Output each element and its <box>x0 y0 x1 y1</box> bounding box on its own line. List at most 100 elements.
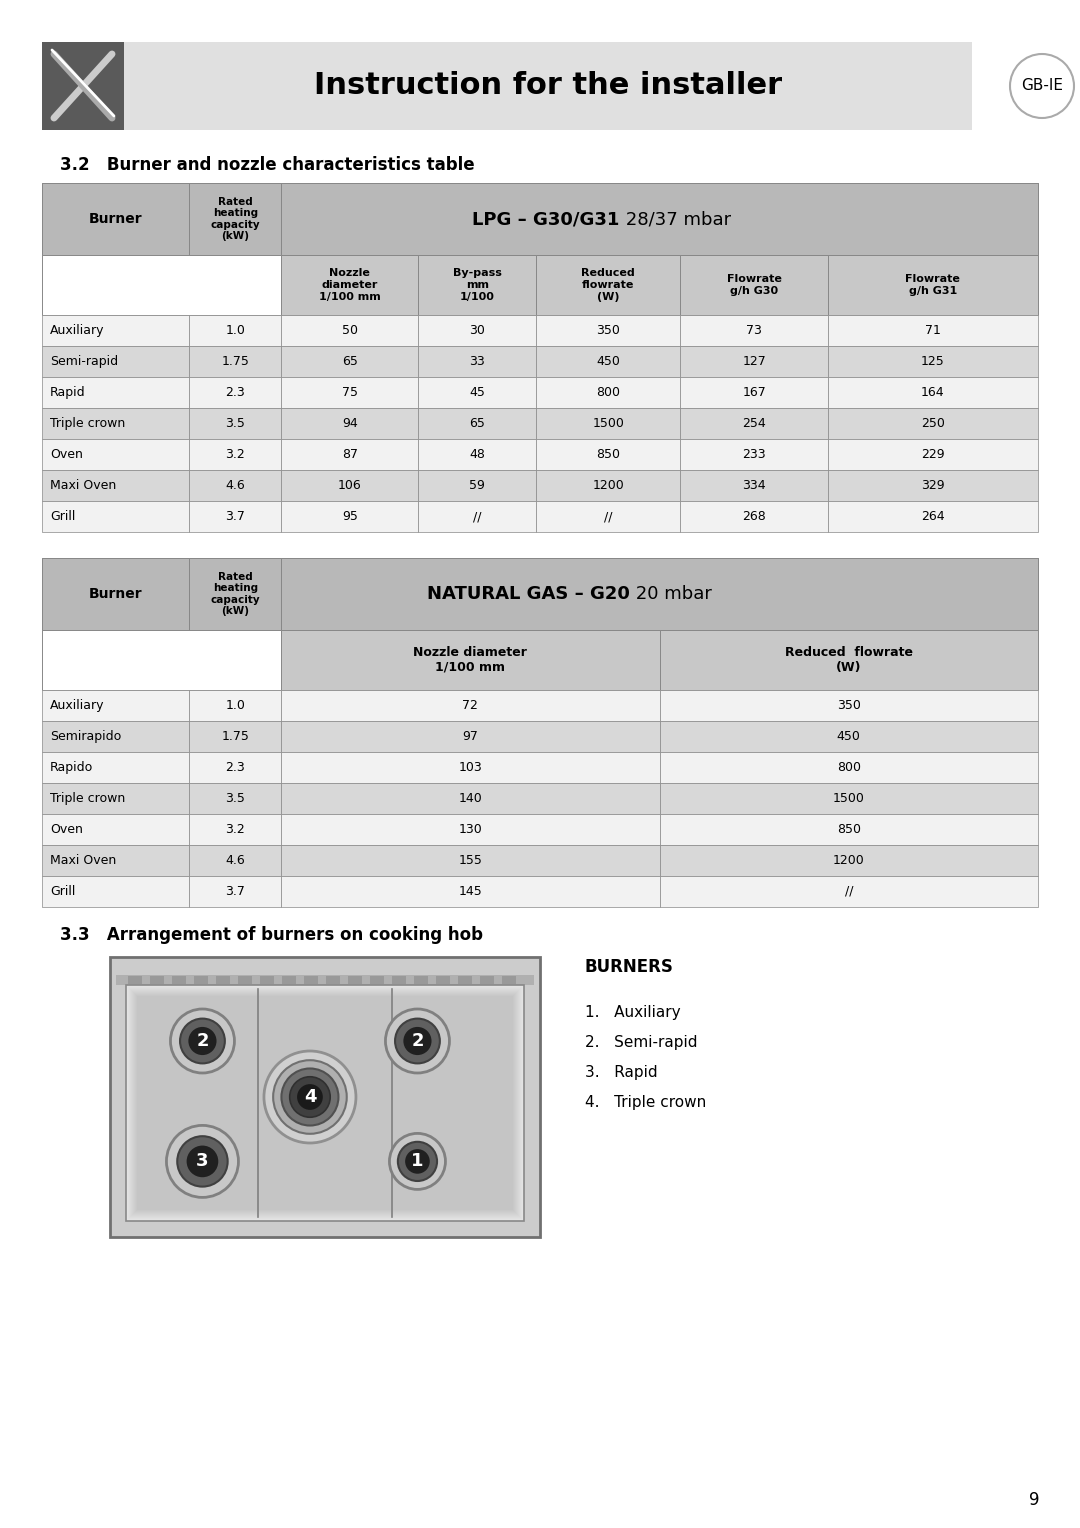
Text: Nozzle
diameter
1/100 mm: Nozzle diameter 1/100 mm <box>319 269 380 301</box>
Bar <box>536 377 680 408</box>
Bar <box>129 989 521 1218</box>
Text: Nozzle diameter
1/100 mm: Nozzle diameter 1/100 mm <box>414 646 527 674</box>
Text: LPG – G30/G31: LPG – G30/G31 <box>472 209 620 228</box>
Bar <box>189 876 281 908</box>
Text: Rated
heating
capacity
(kW): Rated heating capacity (kW) <box>211 571 260 616</box>
Bar <box>536 345 680 377</box>
Text: Triple crown: Triple crown <box>50 792 125 805</box>
Bar <box>116 975 534 986</box>
Text: 106: 106 <box>338 478 362 492</box>
Bar <box>134 993 516 1213</box>
Text: 50: 50 <box>341 324 357 338</box>
Bar <box>136 995 514 1212</box>
Bar <box>536 501 680 532</box>
Text: 3.7: 3.7 <box>226 885 245 898</box>
Text: 450: 450 <box>837 730 861 743</box>
Bar <box>281 691 660 721</box>
Bar <box>680 471 828 501</box>
Text: 95: 95 <box>342 510 357 523</box>
Bar <box>680 377 828 408</box>
Circle shape <box>177 1137 228 1187</box>
Bar <box>281 471 418 501</box>
Text: 103: 103 <box>458 761 482 775</box>
Bar <box>150 976 164 984</box>
Text: 1.   Auxiliary: 1. Auxiliary <box>585 1005 680 1021</box>
Bar <box>660 814 1038 845</box>
Text: 155: 155 <box>458 854 482 866</box>
Bar <box>281 315 418 345</box>
Bar <box>660 782 1038 814</box>
Circle shape <box>405 1149 430 1174</box>
Text: 145: 145 <box>458 885 482 898</box>
Bar <box>42 814 189 845</box>
Text: 87: 87 <box>341 448 357 461</box>
Bar <box>392 976 406 984</box>
Text: By-pass
mm
1/100: By-pass mm 1/100 <box>453 269 502 301</box>
Circle shape <box>289 1077 330 1117</box>
Bar <box>129 987 522 1219</box>
Bar <box>281 558 1038 630</box>
Text: 94: 94 <box>342 417 357 429</box>
Bar <box>189 183 281 255</box>
Bar <box>281 408 418 439</box>
Text: Oven: Oven <box>50 824 83 836</box>
Bar <box>480 976 494 984</box>
Bar <box>42 752 189 782</box>
Text: Burner: Burner <box>89 587 143 601</box>
Bar <box>828 377 1038 408</box>
Text: 3.3   Arrangement of burners on cooking hob: 3.3 Arrangement of burners on cooking ho… <box>60 926 483 944</box>
Text: 1.0: 1.0 <box>226 324 245 338</box>
Text: 75: 75 <box>341 387 357 399</box>
Text: 229: 229 <box>921 448 945 461</box>
Text: 1500: 1500 <box>592 417 624 429</box>
Circle shape <box>180 1019 225 1063</box>
Bar <box>189 782 281 814</box>
Text: 140: 140 <box>458 792 482 805</box>
Bar <box>660 845 1038 876</box>
Bar <box>110 957 540 1238</box>
Bar <box>680 255 828 315</box>
Bar <box>458 976 472 984</box>
Circle shape <box>187 1146 218 1177</box>
Text: Maxi Oven: Maxi Oven <box>50 478 117 492</box>
Bar <box>216 976 230 984</box>
Text: 1: 1 <box>411 1152 423 1170</box>
Text: 1500: 1500 <box>833 792 865 805</box>
Text: Auxiliary: Auxiliary <box>50 698 105 712</box>
Circle shape <box>397 1141 437 1181</box>
Bar <box>42 255 281 315</box>
Bar <box>348 976 362 984</box>
Bar <box>281 876 660 908</box>
Bar <box>281 721 660 752</box>
Circle shape <box>166 1126 239 1198</box>
Bar <box>680 345 828 377</box>
Bar <box>42 558 1038 630</box>
Text: //: // <box>604 510 612 523</box>
Circle shape <box>282 1068 338 1126</box>
Text: Rated
heating
capacity
(kW): Rated heating capacity (kW) <box>211 197 260 241</box>
Bar <box>42 691 189 721</box>
Text: 20 mbar: 20 mbar <box>630 585 712 604</box>
Text: 1200: 1200 <box>592 478 624 492</box>
Bar <box>536 408 680 439</box>
Bar <box>536 255 680 315</box>
Text: 2.3: 2.3 <box>226 761 245 775</box>
Bar <box>281 752 660 782</box>
Text: 350: 350 <box>837 698 861 712</box>
Circle shape <box>395 1019 440 1063</box>
Text: 3.2: 3.2 <box>226 824 245 836</box>
Bar <box>189 345 281 377</box>
Bar <box>282 976 296 984</box>
Circle shape <box>188 1027 216 1054</box>
Bar <box>536 315 680 345</box>
Bar <box>418 471 536 501</box>
Bar <box>238 976 252 984</box>
Bar <box>502 976 516 984</box>
Text: 164: 164 <box>921 387 945 399</box>
Bar <box>828 315 1038 345</box>
Circle shape <box>386 1008 449 1073</box>
Bar <box>260 976 274 984</box>
Text: 2: 2 <box>197 1031 208 1050</box>
Text: GB-IE: GB-IE <box>1021 78 1063 93</box>
Text: Grill: Grill <box>50 885 76 898</box>
